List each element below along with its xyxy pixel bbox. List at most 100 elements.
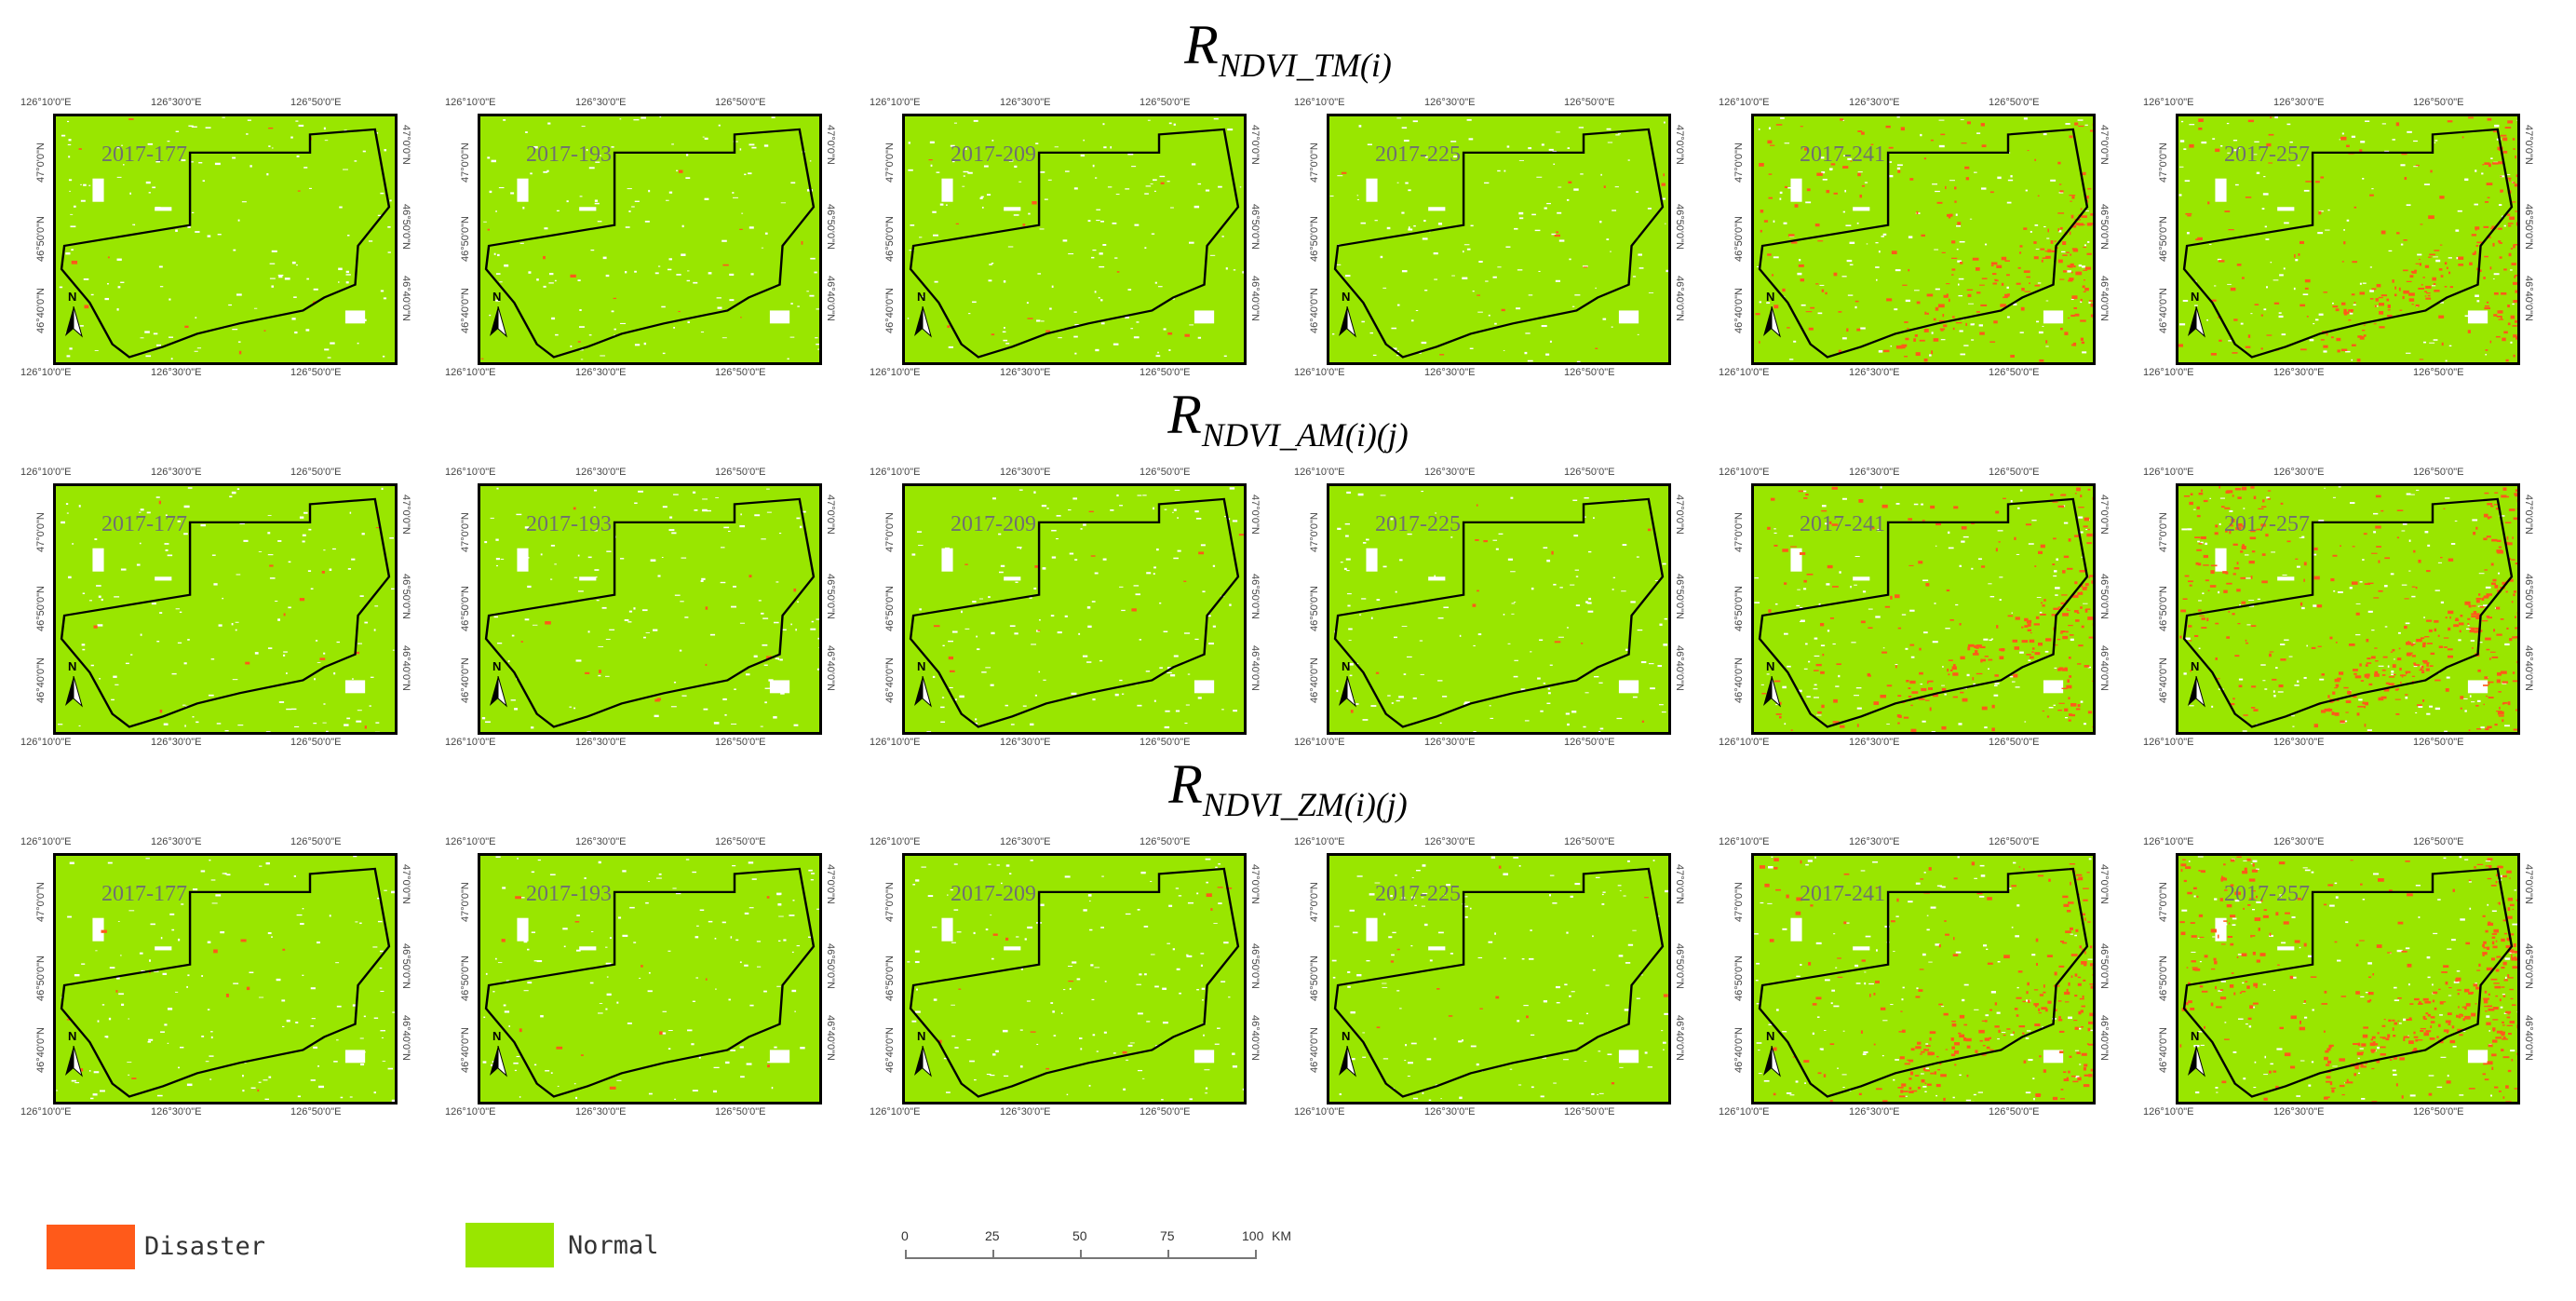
lon-tick-label: 126°50'0"E: [290, 467, 342, 478]
north-arrow-icon: N: [2186, 1029, 2208, 1077]
lon-tick-label: 126°50'0"E: [290, 737, 342, 748]
scale-tick-75: 75: [1160, 1228, 1175, 1243]
panel-date-label: 2017-241: [1800, 142, 1885, 167]
lat-tick-label: 46°40'0"N: [1309, 1027, 1320, 1073]
lat-tick-label: 47°0'0"N: [1309, 882, 1320, 922]
scale-tick-100: 100: [1242, 1228, 1264, 1243]
north-arrow-icon: N: [912, 290, 935, 338]
study-area-boundary: [1333, 497, 1665, 728]
lon-tick-label: 126°50'0"E: [2413, 737, 2464, 748]
lon-tick-label: 126°10'0"E: [20, 97, 72, 108]
lat-tick-label: 46°50'0"N: [1309, 586, 1320, 631]
map-panel: 126°10'0"E 126°30'0"E 126°50'0"E 126°10'0"E…: [20, 89, 411, 378]
map-frame: 2017-257 N: [2176, 483, 2520, 735]
lat-tick-label: 46°40'0"N: [400, 645, 411, 691]
lon-tick-label: 126°30'0"E: [151, 367, 202, 378]
lon-tick-label: 126°30'0"E: [2273, 737, 2325, 748]
lon-tick-label: 126°30'0"E: [1000, 97, 1051, 108]
lat-tick-label: 46°40'0"N: [2523, 276, 2534, 321]
lon-tick-label: 126°50'0"E: [715, 836, 766, 847]
lon-tick-label: 126°10'0"E: [870, 836, 921, 847]
lon-tick-label: 126°30'0"E: [1000, 367, 1051, 378]
lon-tick-label: 126°50'0"E: [1140, 97, 1191, 108]
lon-tick-label: 126°50'0"E: [1140, 467, 1191, 478]
map-frame: 2017-177 N: [53, 853, 398, 1104]
north-arrow-icon: N: [63, 659, 86, 708]
lon-tick-label: 126°30'0"E: [575, 467, 627, 478]
map-panel: 126°10'0"E 126°30'0"E 126°50'0"E 126°10'0"E…: [1294, 89, 1685, 378]
lat-tick-label: 46°50'0"N: [884, 955, 896, 1001]
lat-tick-label: 46°50'0"N: [2098, 574, 2110, 619]
lat-tick-label: 47°0'0"N: [825, 125, 836, 165]
legend-swatch-normal: [465, 1223, 554, 1267]
lon-tick-label: 126°30'0"E: [2273, 1106, 2325, 1118]
lon-tick-label: 126°30'0"E: [1000, 467, 1051, 478]
lon-tick-label: 126°10'0"E: [1294, 836, 1345, 847]
lat-tick-label: 47°0'0"N: [2158, 142, 2169, 183]
lat-tick-label: 46°40'0"N: [1733, 657, 1745, 703]
lat-tick-label: 46°40'0"N: [2158, 657, 2169, 703]
lon-tick-label: 126°30'0"E: [2273, 467, 2325, 478]
study-area-boundary: [2182, 128, 2514, 359]
map-panel: 126°10'0"E 126°30'0"E 126°50'0"E 126°10'0"E…: [20, 459, 411, 748]
lat-tick-label: 46°50'0"N: [2098, 943, 2110, 989]
lat-tick-label: 46°50'0"N: [825, 574, 836, 619]
lon-tick-label: 126°10'0"E: [2143, 1106, 2194, 1118]
map-panel: 126°10'0"E 126°30'0"E 126°50'0"E 126°10'0"E…: [20, 829, 411, 1118]
lat-tick-label: 46°40'0"N: [1733, 288, 1745, 333]
lat-tick-label: 46°40'0"N: [2098, 1015, 2110, 1061]
map-panel: 126°10'0"E 126°30'0"E 126°50'0"E 126°10'0"E…: [2143, 829, 2534, 1118]
map-panel: 126°10'0"E 126°30'0"E 126°50'0"E 126°10'0"E…: [445, 829, 836, 1118]
panel-date-label: 2017-257: [2224, 882, 2310, 906]
lat-tick-label: 46°50'0"N: [2523, 204, 2534, 250]
study-area-boundary: [1333, 867, 1665, 1098]
lon-tick-label: 126°30'0"E: [2273, 836, 2325, 847]
scale-tick-50: 50: [1072, 1228, 1087, 1243]
lon-tick-label: 126°50'0"E: [1564, 467, 1615, 478]
map-frame: 2017-225 N: [1327, 853, 1671, 1104]
scale-tick-25: 25: [985, 1228, 1000, 1243]
north-arrow-icon: N: [912, 659, 935, 708]
lon-tick-label: 126°10'0"E: [1719, 97, 1770, 108]
lon-tick-label: 126°10'0"E: [445, 836, 496, 847]
panel-date-label: 2017-209: [951, 882, 1036, 906]
lon-tick-label: 126°10'0"E: [445, 1106, 496, 1118]
panel-date-label: 2017-177: [101, 882, 187, 906]
lat-tick-label: 47°0'0"N: [400, 125, 411, 165]
lat-tick-label: 46°40'0"N: [400, 276, 411, 321]
lat-tick-label: 46°50'0"N: [1309, 955, 1320, 1001]
lat-tick-label: 46°50'0"N: [2523, 574, 2534, 619]
lon-tick-label: 126°50'0"E: [1564, 367, 1615, 378]
lon-tick-label: 126°30'0"E: [1849, 467, 1900, 478]
lat-tick-label: 46°40'0"N: [1309, 288, 1320, 333]
lon-tick-label: 126°10'0"E: [445, 737, 496, 748]
lat-tick-label: 47°0'0"N: [460, 882, 471, 922]
scale-bar: 0 25 50 75 100 KM: [901, 1222, 1291, 1278]
lon-tick-label: 126°10'0"E: [445, 97, 496, 108]
map-panel: 126°10'0"E 126°30'0"E 126°50'0"E 126°10'0"E…: [1719, 829, 2110, 1118]
lat-tick-label: 47°0'0"N: [884, 142, 896, 183]
lon-tick-label: 126°30'0"E: [1849, 367, 1900, 378]
lon-tick-label: 126°10'0"E: [445, 367, 496, 378]
panel-date-label: 2017-257: [2224, 142, 2310, 167]
lon-tick-label: 126°10'0"E: [1719, 1106, 1770, 1118]
scale-tick-0: 0: [901, 1228, 909, 1243]
study-area-boundary: [60, 497, 391, 728]
north-arrow-icon: N: [1337, 659, 1359, 708]
lon-tick-label: 126°50'0"E: [1564, 836, 1615, 847]
lat-tick-label: 47°0'0"N: [1733, 142, 1745, 183]
lon-tick-label: 126°10'0"E: [445, 467, 496, 478]
map-panel: 126°10'0"E 126°30'0"E 126°50'0"E 126°10'0"E…: [1719, 459, 2110, 748]
lon-tick-label: 126°50'0"E: [2413, 836, 2464, 847]
lat-tick-label: 46°50'0"N: [400, 943, 411, 989]
north-arrow-icon: N: [488, 290, 510, 338]
study-area-boundary: [60, 867, 391, 1098]
lat-tick-label: 47°0'0"N: [825, 864, 836, 904]
lat-tick-label: 46°40'0"N: [825, 276, 836, 321]
lon-tick-label: 126°10'0"E: [2143, 367, 2194, 378]
lon-tick-label: 126°30'0"E: [1000, 737, 1051, 748]
lon-tick-label: 126°10'0"E: [1294, 737, 1345, 748]
panel-date-label: 2017-225: [1375, 512, 1461, 536]
study-area-boundary: [484, 128, 816, 359]
panel-date-label: 2017-177: [101, 512, 187, 536]
